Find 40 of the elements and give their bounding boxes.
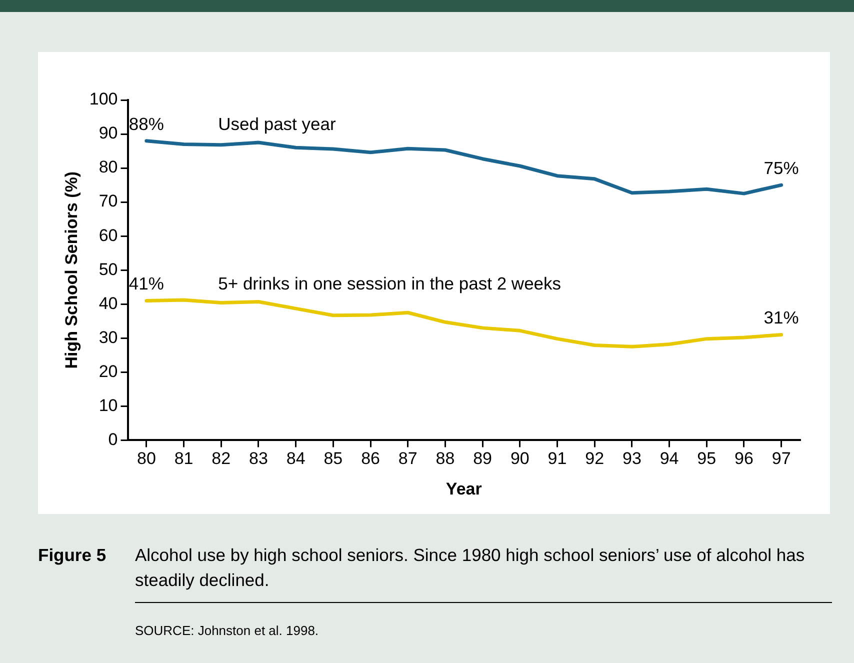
y-tick-label: 30 bbox=[98, 328, 118, 347]
data-label: 88% bbox=[128, 114, 164, 134]
x-tick-label: 95 bbox=[697, 449, 716, 468]
data-label: 31% bbox=[764, 308, 799, 328]
y-tick-label: 90 bbox=[98, 124, 118, 143]
caption: Figure 5 bbox=[38, 544, 108, 567]
x-tick-label: 82 bbox=[212, 449, 231, 468]
x-tick-label: 87 bbox=[398, 449, 418, 468]
x-tick-label: 97 bbox=[772, 449, 791, 468]
x-tick-label: 92 bbox=[585, 449, 604, 468]
y-tick-label: 20 bbox=[98, 362, 118, 381]
y-tick-label: 100 bbox=[89, 90, 118, 109]
y-tick-label: 40 bbox=[98, 294, 118, 313]
x-tick-label: 93 bbox=[622, 449, 642, 468]
x-tick-label: 90 bbox=[510, 449, 530, 468]
x-tick-label: 88 bbox=[436, 449, 455, 468]
y-tick-label: 0 bbox=[108, 430, 118, 449]
y-axis-title: High School Seniors (%) bbox=[62, 171, 81, 369]
x-tick-label: 96 bbox=[734, 449, 754, 468]
series-label: 5+ drinks in one session in the past 2 weeks bbox=[218, 274, 562, 294]
x-tick-label: 84 bbox=[286, 449, 306, 468]
data-label: 75% bbox=[764, 158, 799, 178]
x-tick-label: 94 bbox=[660, 449, 679, 468]
x-tick-label: 81 bbox=[174, 449, 194, 468]
x-tick-label: 85 bbox=[324, 449, 343, 468]
y-tick-label: 10 bbox=[98, 396, 118, 415]
x-tick-label: 83 bbox=[249, 449, 268, 468]
series-label: Used past year bbox=[218, 114, 336, 134]
y-tick-label: 70 bbox=[98, 192, 118, 211]
y-tick-label: 80 bbox=[98, 158, 118, 177]
y-tick-label: 60 bbox=[98, 226, 118, 245]
data-label: 41% bbox=[128, 274, 164, 294]
x-tick-label: 91 bbox=[548, 449, 567, 468]
x-tick-label: 89 bbox=[473, 449, 492, 468]
x-tick-label: 86 bbox=[361, 449, 380, 468]
text: Alcohol use by high school seniors. Since 1980 high school seniors’ use of alcohol has steadily declined. bbox=[135, 544, 806, 592]
x-axis-title: Year bbox=[446, 479, 482, 498]
y-tick-label: 50 bbox=[98, 260, 118, 279]
x-tick-label: 80 bbox=[136, 449, 156, 468]
source-note: SOURCE: Johnston et al. 1998. bbox=[135, 623, 319, 638]
